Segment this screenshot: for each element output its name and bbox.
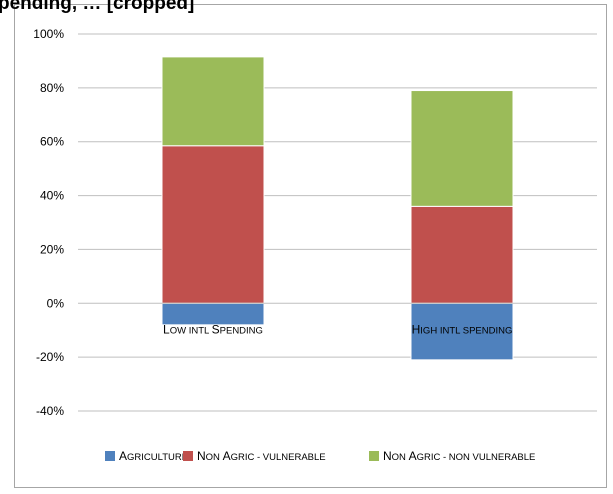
y-tick-label: 80% — [40, 81, 64, 95]
legend-label: AGRICULTURE — [119, 449, 188, 463]
x-category-label: LOW INTL SPENDING — [163, 322, 263, 336]
chart-title: pending, … [cropped] — [0, 0, 194, 14]
y-tick-label: 60% — [40, 135, 64, 149]
legend: AGRICULTURE NON AGRIC - VULNERABLE NON AGR… — [105, 449, 535, 463]
bar-segment — [410, 90, 514, 207]
legend-swatch — [105, 451, 115, 461]
bar-segment — [410, 302, 514, 361]
bars — [161, 56, 514, 361]
x-axis-category-labels: LOW INTL SPENDING HIGH INTL SPENDING — [163, 322, 512, 336]
y-tick-label: 100% — [33, 27, 64, 41]
legend-swatch — [369, 451, 379, 461]
legend-swatch — [183, 451, 193, 461]
gridlines — [78, 33, 597, 412]
bar-segment — [161, 145, 265, 304]
legend-label: NON AGRIC - VULNERABLE — [197, 449, 326, 463]
y-tick-label: -40% — [36, 404, 64, 418]
y-tick-label: 0% — [47, 296, 65, 310]
y-tick-label: -20% — [36, 350, 64, 364]
bar-segment — [410, 205, 514, 304]
y-tick-label: 20% — [40, 242, 64, 256]
bar-segment — [161, 56, 265, 147]
x-category-label: HIGH INTL SPENDING — [412, 322, 513, 336]
legend-label: NON AGRIC - NON VULNERABLE — [383, 449, 535, 463]
y-axis-tick-labels: 100% 80% 60% 40% 20% 0% -20% -40% — [33, 27, 64, 418]
y-tick-label: 40% — [40, 189, 64, 203]
